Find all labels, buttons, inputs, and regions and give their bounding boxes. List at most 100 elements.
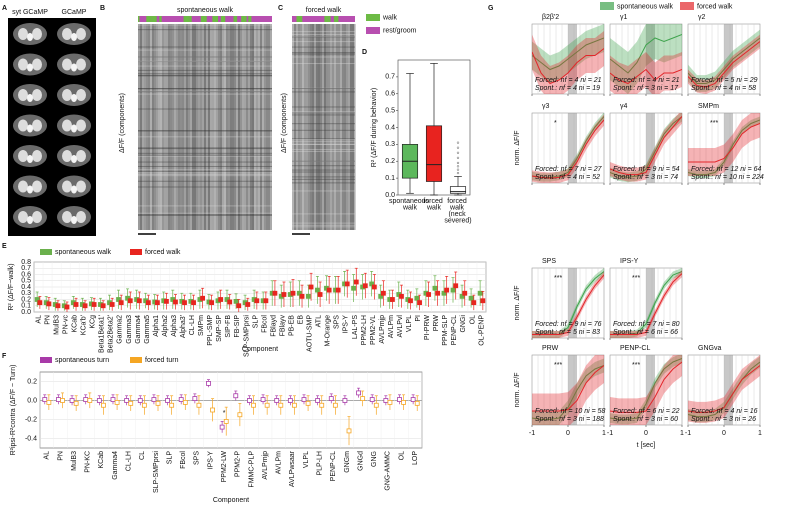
- brain-region: [71, 94, 77, 102]
- legend-swatch: [680, 2, 694, 10]
- heatmap-row: [292, 41, 355, 43]
- ethogram-walk: [138, 16, 140, 22]
- ethogram-walk: [233, 16, 238, 22]
- heatmap-row: [138, 213, 272, 215]
- ethogram-walk: [146, 16, 152, 22]
- x-tick-label: IPS-Y: [207, 451, 214, 470]
- heatmap-row: [292, 169, 355, 171]
- x-tick-label: GNG-AMMC: [385, 451, 392, 491]
- forced-count: Forced: nf = 9 ni = 76: [535, 321, 602, 328]
- shaded-interval: [646, 113, 655, 183]
- marker: [42, 397, 48, 402]
- brain-region: [18, 89, 28, 101]
- brain-region: [18, 58, 28, 71]
- shaded-interval: [568, 113, 577, 183]
- x-tick-label: SMP-SP: [216, 315, 223, 342]
- marker: [173, 299, 178, 305]
- marker: [390, 297, 395, 302]
- x-tick-label: PI: [415, 315, 422, 322]
- heatmap-column: [228, 24, 230, 230]
- ethogram-walk: [241, 16, 245, 22]
- column-label: syt GCaMP: [12, 9, 48, 16]
- x-tick-label: GNG: [371, 451, 378, 467]
- flier: [456, 156, 460, 159]
- heatmap-column: [256, 24, 258, 230]
- panel-title: SMPm: [698, 103, 719, 110]
- marker: [264, 402, 270, 408]
- data-layer: [610, 268, 682, 338]
- brain-region: [76, 180, 86, 193]
- x-tick-label: CL: [139, 451, 146, 460]
- marker: [305, 293, 311, 299]
- x-tick-label: -1: [685, 430, 691, 437]
- panel-title: IPS-Y: [620, 258, 639, 265]
- x-tick-label: PLP-LH: [317, 451, 324, 476]
- error-band: [532, 355, 604, 425]
- y-axis-label: norm. ΔF/F: [514, 130, 521, 165]
- heatmap-row: [138, 170, 272, 172]
- marker: [251, 402, 256, 408]
- brain-region: [27, 124, 33, 133]
- heatmap-column: [212, 24, 214, 230]
- marker: [480, 298, 486, 304]
- marker: [116, 297, 121, 302]
- data-layer: [688, 29, 760, 94]
- heatmap-column: [144, 24, 146, 230]
- x-axis-label: Component: [242, 346, 278, 353]
- heatmap-row: [138, 60, 272, 62]
- heatmap-row: [138, 29, 272, 31]
- marker: [453, 283, 459, 289]
- x-tick-label: 1: [602, 430, 606, 437]
- y-axis-label: ΔF/F (components): [281, 93, 288, 153]
- heatmap-column: [180, 24, 182, 230]
- legend-swatch: [366, 27, 380, 34]
- x-tick-label: KCa'b': [81, 315, 88, 335]
- heatmap-column: [150, 24, 152, 230]
- x-tick-label: SMPm: [198, 315, 205, 336]
- marker: [292, 402, 297, 408]
- y-tick-label: 0.7: [21, 265, 31, 272]
- heatmap-column: [236, 24, 238, 230]
- brain-region: [62, 150, 72, 162]
- marker: [299, 293, 305, 299]
- heatmap-row: [292, 34, 355, 36]
- marker: [417, 300, 422, 306]
- heatmap-column: [220, 24, 222, 230]
- heatmap-column: [354, 24, 356, 230]
- marker: [399, 293, 404, 299]
- heatmap-row: [138, 130, 272, 132]
- brain-region: [62, 28, 72, 40]
- significance: *: [554, 120, 557, 127]
- brain-region: [71, 185, 77, 194]
- marker: [346, 428, 352, 434]
- x-tick-label: PENP-CL: [451, 315, 458, 345]
- heatmap-row: [292, 190, 355, 192]
- heatmap-row: [292, 150, 355, 152]
- spont-count: Spont.: nf = 4 ni = 58: [691, 85, 756, 92]
- forced-count: Forced: nf = 4 ni = 16: [691, 408, 758, 415]
- forced-count: Forced: nf = 9 ni = 54: [613, 166, 680, 173]
- significance: ***: [554, 275, 562, 282]
- heatmap-row: [292, 139, 355, 141]
- brain-region: [32, 89, 42, 101]
- mean-line: [610, 273, 682, 335]
- heatmap-column: [304, 24, 306, 230]
- mean-line: [532, 274, 604, 335]
- shaded-interval: [646, 268, 655, 338]
- y-tick-label: 0.3: [385, 141, 395, 148]
- marker: [37, 300, 43, 306]
- marker: [326, 287, 332, 293]
- heatmap-column: [352, 24, 354, 230]
- x-tick-label: PPL-SMP: [207, 315, 214, 346]
- heatmap-row: [138, 154, 272, 156]
- heatmap-column: [294, 24, 296, 230]
- heatmap-row: [138, 69, 272, 71]
- heatmap-row: [292, 87, 355, 89]
- y-tick-label: 0.0: [21, 309, 31, 316]
- heatmap-column: [266, 24, 268, 230]
- heatmap-column: [324, 24, 326, 230]
- heatmap-row: [292, 36, 355, 38]
- heatmap-column: [334, 24, 336, 230]
- error-band: [688, 29, 760, 92]
- heatmap-column: [172, 24, 174, 230]
